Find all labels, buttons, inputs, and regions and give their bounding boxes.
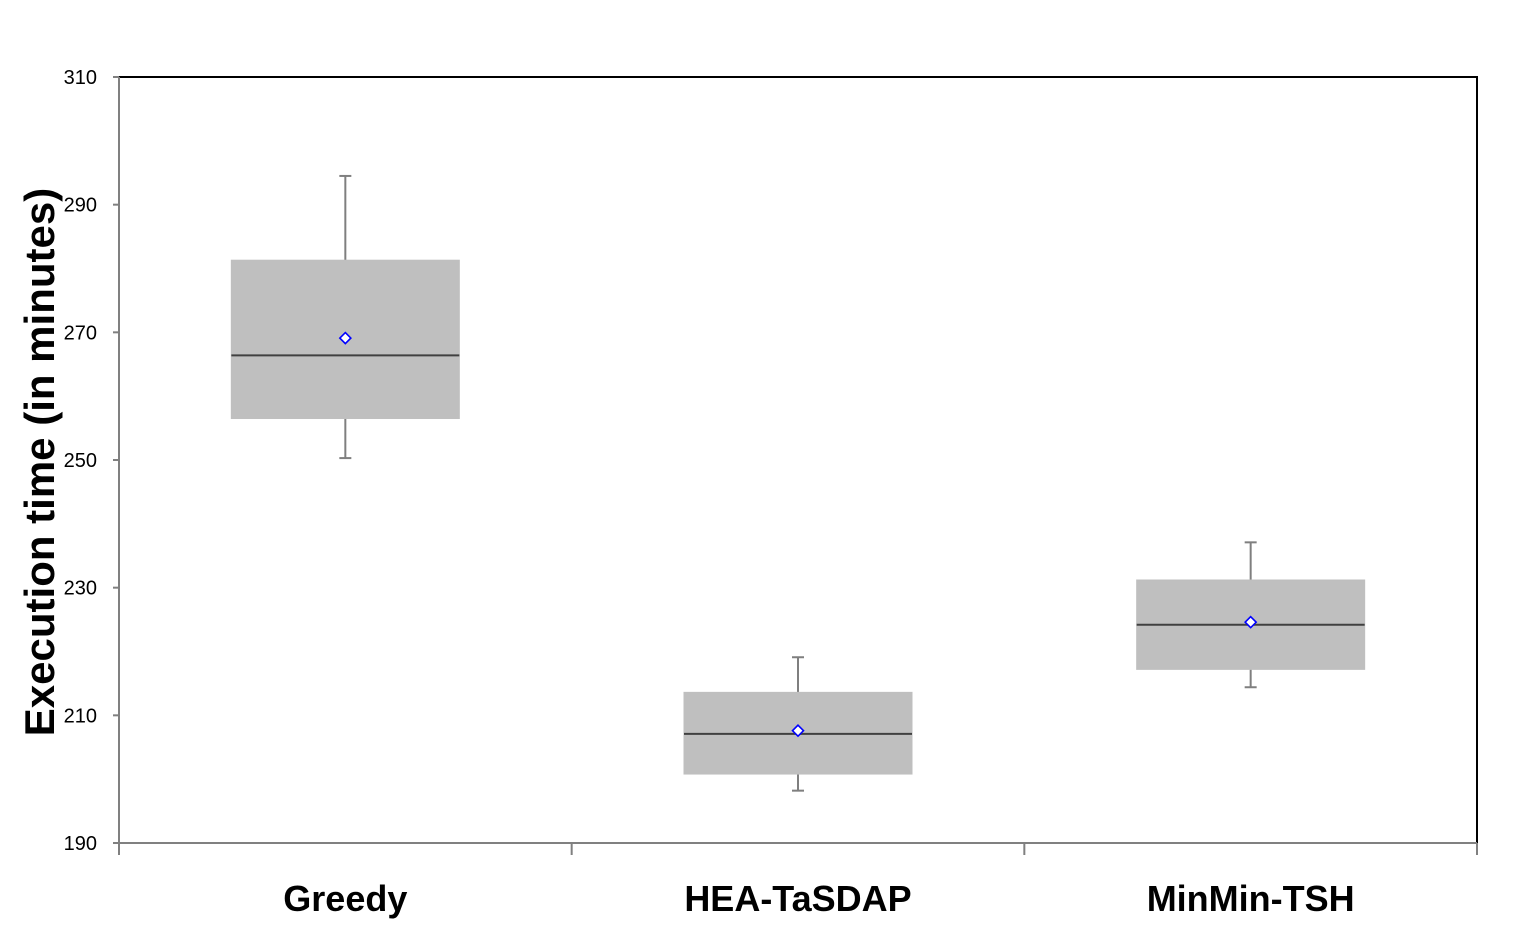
y-tick-label: 310	[64, 67, 97, 89]
mean-marker	[791, 724, 805, 738]
y-tick-label: 250	[64, 450, 97, 472]
box-group	[230, 174, 460, 460]
axis-layer: 190 210 230 250 270 290 310 Greedy HEA-TaSDAP Min…	[64, 67, 1478, 919]
y-tick-label: 270	[64, 322, 97, 344]
y-tick-label: 210	[64, 705, 97, 727]
x-category-label: Greedy	[283, 878, 407, 919]
box-group	[1136, 541, 1366, 689]
box-group	[683, 656, 913, 792]
mean-marker	[338, 331, 352, 345]
x-category-label: MinMin-TSH	[1147, 878, 1355, 919]
y-axis-title: Execution time (in minutes)	[16, 188, 63, 736]
y-tick-label: 190	[64, 833, 97, 855]
y-tick-label: 230	[64, 578, 97, 600]
x-category-label: HEA-TaSDAP	[684, 878, 911, 919]
mean-marker	[1244, 615, 1258, 629]
y-tick-label: 290	[64, 195, 97, 217]
boxes-layer	[230, 174, 1366, 792]
